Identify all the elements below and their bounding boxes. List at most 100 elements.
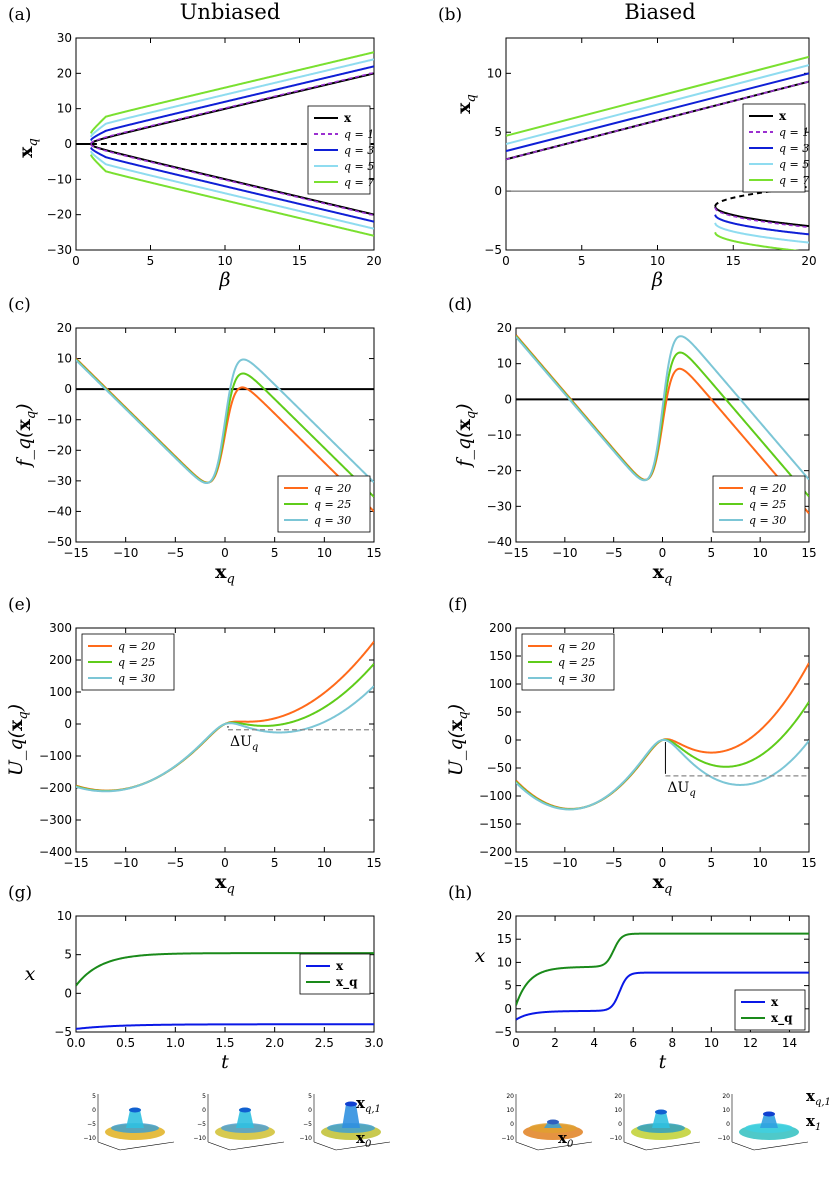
x-axis-label: t <box>221 1051 229 1073</box>
inset-tick: 0 <box>618 1121 622 1128</box>
inset-label-xq1-left-sub: q,1 <box>365 1104 381 1115</box>
y-axis-label-text: xq <box>453 94 479 114</box>
inset-spike <box>652 1112 670 1128</box>
y-tick-label: 15 <box>497 932 512 946</box>
inset-tick: 0 <box>510 1121 514 1128</box>
inset-tick: 10 <box>722 1107 730 1114</box>
inset-axis <box>97 1141 121 1151</box>
inset-tick: 0 <box>726 1121 730 1128</box>
x-tick-label: 15 <box>292 254 307 268</box>
x-tick-label: 0 <box>72 254 80 268</box>
inset-axis <box>515 1141 539 1151</box>
inset-axis <box>119 1141 175 1151</box>
inset-label-xq1-left: xq,1 <box>356 1094 381 1115</box>
inset-label-x1-right: x1 <box>806 1112 821 1133</box>
x-tick-label: 15 <box>726 254 741 268</box>
series-q7-upper <box>506 55 809 137</box>
y-tick-label: 200 <box>49 653 72 667</box>
inset-label-xq1-right: xq,1 <box>806 1087 831 1108</box>
y-tick-label: −50 <box>487 761 512 775</box>
x-tick-label: 0 <box>659 856 667 870</box>
y-tick-label: −150 <box>479 817 512 831</box>
series-q1 <box>90 143 374 217</box>
delta-u-sub: q <box>252 742 258 753</box>
series-q5-lower <box>714 222 809 244</box>
plot-area <box>76 952 374 1030</box>
inset-tick: −10 <box>501 1135 514 1142</box>
y-tick-label: 5 <box>64 948 72 962</box>
x-tick-label: −5 <box>605 546 623 560</box>
y-tick-label: 10 <box>487 66 502 80</box>
y-tick-label: 0 <box>504 392 512 406</box>
y-axis-label: xq <box>453 94 479 114</box>
legend-entry: x_q <box>771 1011 793 1026</box>
x-tick-label: 14 <box>782 1036 797 1050</box>
y-tick-label: −200 <box>479 845 512 859</box>
x-tick-label: −15 <box>503 546 528 560</box>
x-tick-label: 10 <box>753 856 768 870</box>
y-axis-label-fn2: ) <box>5 704 27 712</box>
y-tick-label: 150 <box>489 649 512 663</box>
series-q1-upper <box>506 80 809 161</box>
x-axis-label: xq <box>653 561 673 587</box>
y-tick-label: −40 <box>487 535 512 549</box>
y-tick-label: −5 <box>494 1025 512 1039</box>
y-tick-label: 10 <box>57 102 72 116</box>
x-axis-label-text: xq <box>653 871 673 897</box>
legend-entry: q = 25 <box>118 656 155 669</box>
plot-area <box>516 662 809 811</box>
panel-label: (b) <box>438 5 462 25</box>
y-axis-label-base: x <box>445 719 467 731</box>
panel-a: 0 5 10 15 20 −30 −20 −10 0 10 20 30 (a) x q = 1 q = 3 q … <box>8 5 382 291</box>
legend-entry: q = 25 <box>558 656 595 669</box>
inset-label-xq1-right-sub: q,1 <box>815 1097 831 1108</box>
y-tick-label: 0 <box>504 733 512 747</box>
x-tick-label: 10 <box>650 254 665 268</box>
y-tick-label: −20 <box>47 208 72 222</box>
x-tick-label: 0 <box>659 546 667 560</box>
inset-label-x0-right-base: x <box>558 1129 568 1147</box>
legend-entry: q = 3 <box>779 142 809 155</box>
series-q3 <box>90 65 374 141</box>
y-axis-label-base: x <box>453 418 475 430</box>
y-tick-label: −300 <box>39 813 72 827</box>
x-tick-label: −15 <box>63 546 88 560</box>
x-tick-label: 4 <box>590 1036 598 1050</box>
x-tick-label: 12 <box>743 1036 758 1050</box>
plot-frame <box>515 915 810 1033</box>
x-tick-label: −10 <box>113 546 138 560</box>
y-tick-label: 0 <box>64 717 72 731</box>
y-tick-label: −5 <box>54 1025 72 1039</box>
y-tick-label: 5 <box>504 979 512 993</box>
series-q25 <box>516 701 809 811</box>
inset-tick: 10 <box>506 1107 514 1114</box>
inset-tick: 20 <box>506 1093 514 1100</box>
y-axis-label-fn2: ) <box>445 704 467 712</box>
series-x <box>516 971 809 1021</box>
x-axis-label: β <box>651 269 663 291</box>
x-tick-label: −5 <box>605 856 623 870</box>
x-tick-label: 5 <box>708 856 716 870</box>
series-q30 <box>76 358 374 485</box>
y-axis-label-fn: U_q( <box>5 730 27 776</box>
inset-spike-top <box>239 1107 251 1113</box>
y-tick-label: 20 <box>497 321 512 335</box>
y-tick-label: 5 <box>494 125 502 139</box>
inset-label-x0-right: x0 <box>558 1129 574 1150</box>
inset-tick: 10 <box>614 1107 622 1114</box>
y-axis-label: f_q(xq) <box>453 403 479 468</box>
inset-spike-top <box>547 1119 559 1125</box>
inset-left-1: 5 0 −5 −10 <box>83 1093 175 1151</box>
y-tick-label: −30 <box>487 499 512 513</box>
x-tick-label: 0.5 <box>116 1036 135 1050</box>
y-axis-label: x <box>25 963 36 985</box>
x-tick-label: 0 <box>221 856 229 870</box>
series-q5-upper <box>506 64 809 145</box>
legend-entry: q = 30 <box>314 514 351 527</box>
x-axis-label-sub: q <box>664 572 672 587</box>
inset-tick: −10 <box>717 1135 730 1142</box>
y-axis-label: xq <box>15 138 41 158</box>
inset-axis <box>207 1141 231 1151</box>
x-tick-label: 3.0 <box>364 1036 383 1050</box>
inset-spike <box>236 1110 254 1128</box>
